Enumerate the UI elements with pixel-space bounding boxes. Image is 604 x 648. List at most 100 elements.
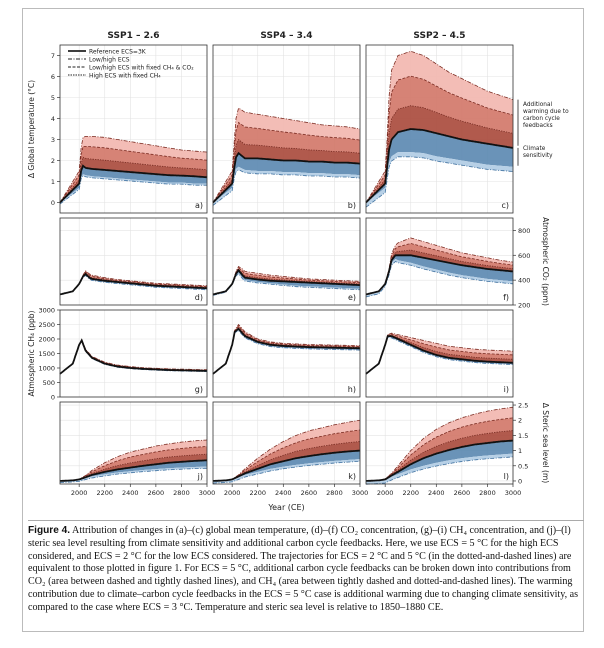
line-fixed-ch4-co2 <box>59 271 207 295</box>
x-tick-label: 2200 <box>402 489 419 497</box>
line-high-ecs <box>212 265 360 295</box>
caption-label: Figure 4. <box>28 525 71 536</box>
figure-caption: Figure 4. Attribution of changes in (a)–… <box>28 520 584 632</box>
y-tick-label: 0 <box>51 394 55 402</box>
band-high-ecs <box>60 454 207 481</box>
line-low-ecs <box>212 169 361 206</box>
line-high-ecs <box>59 270 207 295</box>
line-reference <box>365 128 514 204</box>
line-reference <box>59 338 207 375</box>
panel-border <box>212 309 361 398</box>
line-fixed-ch4 <box>365 105 514 203</box>
panel-co2-3: f) <box>365 217 514 306</box>
line-high-ecs <box>365 332 513 375</box>
y-tick-label: 1.5 <box>518 432 528 440</box>
line-low-ecs <box>365 261 514 298</box>
band-co2-feedback <box>213 122 360 203</box>
panel-border <box>212 44 361 214</box>
panel-letter: j) <box>197 472 203 481</box>
line-reference <box>59 164 208 204</box>
band-co2-feedback <box>60 146 207 203</box>
panel-letter: d) <box>195 293 203 302</box>
line-reference <box>59 459 207 482</box>
band-high-ecs <box>213 139 360 203</box>
line-low-ecs <box>59 175 207 205</box>
panel-letter: b) <box>348 201 356 210</box>
band-climate-sensitivity <box>366 255 513 295</box>
y-tick-label: 3000 <box>38 307 55 315</box>
x-tick-label: 2600 <box>301 489 318 497</box>
line-low-ecs <box>213 460 361 484</box>
legend-entry-1: Reference ECS=3K <box>89 48 147 55</box>
y-tick-label: 1000 <box>38 365 55 373</box>
band-ch4-feedback <box>60 136 207 203</box>
line-fixed-ch4-co2 <box>212 267 361 295</box>
y-tick-label: 4 <box>51 115 55 123</box>
x-tick-label: 2000 <box>224 489 241 497</box>
panel-sealevel-3: l) <box>365 401 514 485</box>
y-axis-label-sealevel: Δ Steric sea level (m) <box>541 403 550 483</box>
line-high-ecs <box>212 323 360 375</box>
band-co2-feedback <box>366 334 513 374</box>
line-high-ecs <box>59 439 207 482</box>
panel-letter: k) <box>348 472 356 481</box>
panel-border <box>59 44 208 214</box>
line-low-ecs <box>212 330 360 375</box>
line-fixed-ch4-co2 <box>365 417 513 482</box>
y-tick-label: 800 <box>518 227 530 235</box>
panel-letter: h) <box>348 385 356 394</box>
panel-letter: i) <box>504 385 509 394</box>
y-tick-label: 600 <box>518 252 530 260</box>
y-tick-label: 0 <box>518 477 522 485</box>
line-low-ecs <box>365 336 513 375</box>
y-tick-label: 200 <box>518 302 530 310</box>
panel-letter: a) <box>195 201 203 210</box>
line-reference <box>212 151 361 204</box>
band-high-ecs <box>366 250 513 295</box>
y-tick-label: 7 <box>51 52 55 60</box>
y-tick-label: 2 <box>51 157 55 165</box>
y-tick-label: 500 <box>43 379 55 387</box>
legend-entry-2: Low/high ECS <box>89 56 130 63</box>
line-fixed-ch4-co2 <box>365 333 513 375</box>
panel-temperature-1: a) <box>59 44 208 214</box>
band-low-ecs <box>213 166 360 206</box>
panel-letter: g) <box>195 385 203 394</box>
band-climate-sensitivity <box>60 460 207 481</box>
line-fixed-ch4-co2 <box>212 121 361 203</box>
line-high-ecs <box>365 50 514 203</box>
panel-co2-2: e) <box>212 217 361 306</box>
y-tick-label: 2 <box>518 417 522 425</box>
y-tick-label: 1 <box>518 447 522 455</box>
band-climate-sensitivity <box>366 129 513 203</box>
band-co2-feedback <box>366 243 513 295</box>
x-tick-label: 2400 <box>275 489 292 497</box>
line-fixed-ch4-co2 <box>212 429 361 482</box>
line-high-ecs <box>365 237 514 295</box>
caption-text: Attribution of changes in (a)–(c) global… <box>28 525 579 613</box>
x-tick-label: 2800 <box>479 489 496 497</box>
line-fixed-ch4-co2 <box>59 446 207 482</box>
line-reference <box>365 439 513 482</box>
panel-bg <box>213 218 360 305</box>
column-title-3: SSP2 – 4.5 <box>413 31 465 41</box>
line-high-ecs <box>365 406 514 482</box>
panel-bg <box>60 218 207 305</box>
x-tick-label: 2400 <box>122 489 139 497</box>
panel-temperature-2: b) <box>212 44 361 214</box>
x-tick-label: 2200 <box>96 489 113 497</box>
line-reference <box>365 335 513 375</box>
band-ch4-feedback <box>60 270 207 295</box>
panel-border <box>212 217 361 306</box>
line-high-ecs <box>212 419 361 482</box>
y-tick-label: 6 <box>51 73 55 81</box>
y-tick-label: 400 <box>518 277 530 285</box>
x-tick-label: 2800 <box>326 489 343 497</box>
column-title-1: SSP1 – 2.6 <box>107 31 159 41</box>
line-reference <box>59 272 207 296</box>
line-high-ecs <box>59 136 208 203</box>
line-low-ecs <box>366 456 513 485</box>
band-ch4-feedback <box>213 108 360 203</box>
band-climate-sensitivity <box>213 450 360 481</box>
